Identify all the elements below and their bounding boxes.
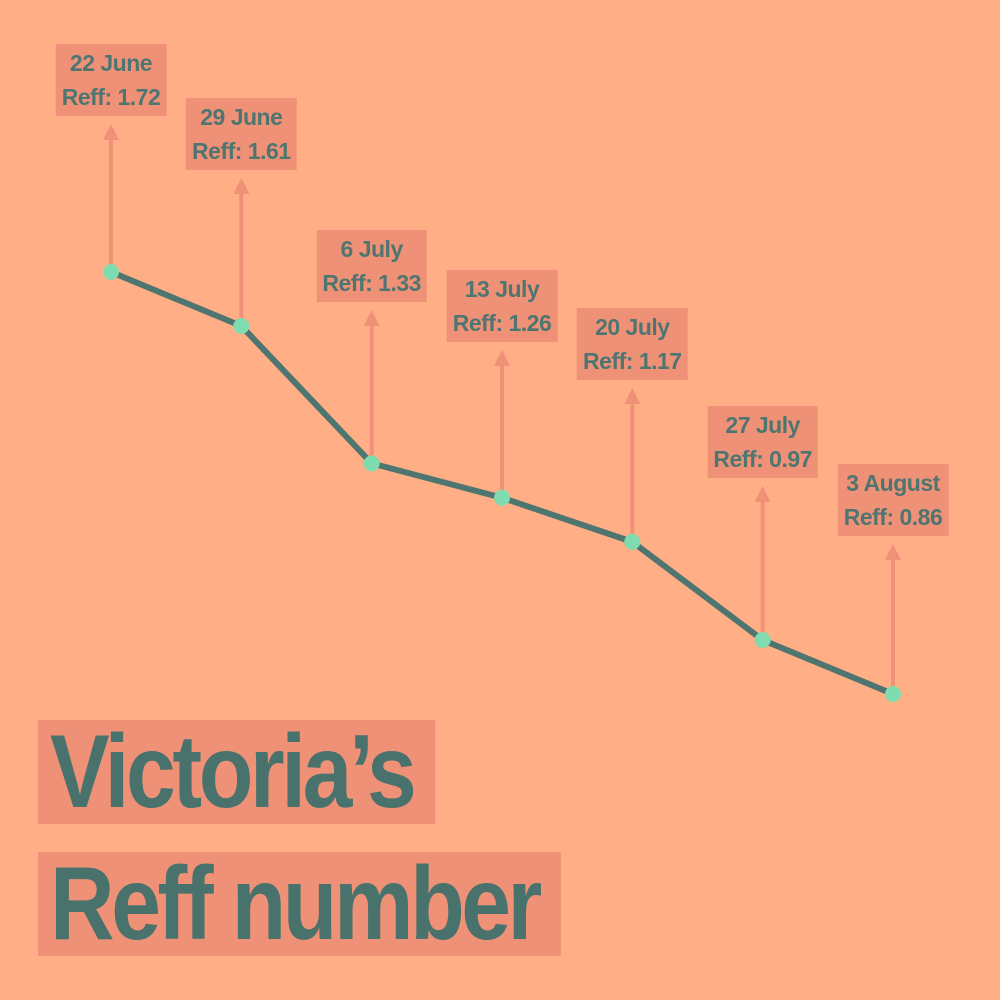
arrow-head [754, 486, 771, 502]
data-label-date: 27 July [725, 412, 800, 438]
data-point [624, 533, 641, 550]
data-point [754, 632, 771, 649]
data-label-value: Reff: 1.72 [61, 84, 161, 110]
data-label: 3 August Reff: 0.86 [837, 464, 949, 536]
data-label-value: Reff: 1.26 [452, 310, 552, 336]
data-label: 20 July Reff: 1.17 [577, 308, 688, 380]
data-label-date: 20 July [595, 314, 670, 340]
data-label-date: 6 July [340, 236, 404, 262]
data-label-date: 3 August [846, 470, 940, 496]
data-label: 29 June Reff: 1.61 [186, 98, 297, 170]
arrow-head [103, 124, 119, 140]
title-line-2: Reff number [38, 852, 562, 956]
data-label-value: Reff: 1.33 [322, 270, 421, 296]
data-label-date: 22 June [69, 50, 153, 76]
data-label-value: Reff: 0.86 [843, 504, 943, 530]
data-label: 6 July Reff: 1.33 [316, 230, 427, 302]
data-label: 22 June Reff: 1.72 [55, 44, 167, 116]
arrow-head [885, 544, 901, 560]
arrow-head [233, 178, 250, 194]
arrow-head [624, 388, 641, 404]
arrow-head [494, 350, 510, 366]
title-line-1: Victoria’s [38, 720, 436, 824]
data-label: 13 July Reff: 1.26 [446, 270, 558, 342]
data-label-value: Reff: 1.61 [192, 138, 291, 164]
data-point [233, 317, 250, 334]
data-point [103, 264, 119, 280]
data-point [885, 686, 901, 702]
data-label-value: Reff: 0.97 [713, 446, 812, 472]
arrow-head [363, 310, 380, 326]
data-label-date: 13 July [464, 276, 540, 302]
data-label: 27 July Reff: 0.97 [707, 406, 818, 478]
data-point [363, 455, 380, 472]
data-label-date: 29 June [200, 104, 283, 130]
data-point [494, 489, 510, 506]
data-label-value: Reff: 1.17 [583, 348, 682, 374]
